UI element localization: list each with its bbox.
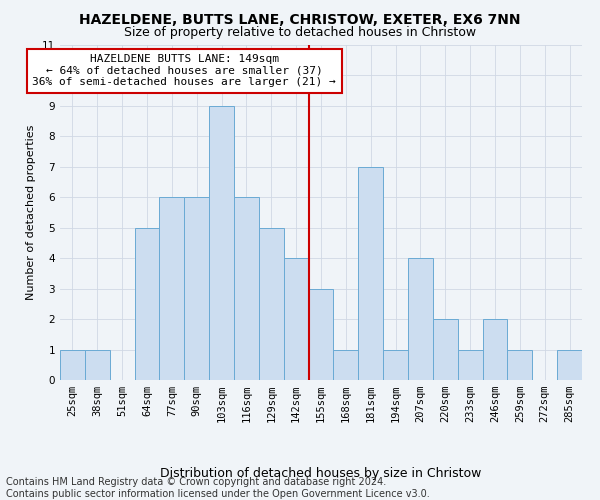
- Text: HAZELDENE BUTTS LANE: 149sqm
← 64% of detached houses are smaller (37)
36% of se: HAZELDENE BUTTS LANE: 149sqm ← 64% of de…: [32, 54, 336, 88]
- Bar: [134, 228, 160, 380]
- Y-axis label: Number of detached properties: Number of detached properties: [26, 125, 37, 300]
- Bar: [383, 350, 408, 380]
- Text: HAZELDENE, BUTTS LANE, CHRISTOW, EXETER, EX6 7NN: HAZELDENE, BUTTS LANE, CHRISTOW, EXETER,…: [79, 12, 521, 26]
- Bar: [433, 319, 458, 380]
- Text: Size of property relative to detached houses in Christow: Size of property relative to detached ho…: [124, 26, 476, 39]
- Bar: [160, 198, 184, 380]
- Bar: [482, 319, 508, 380]
- Bar: [184, 198, 209, 380]
- Bar: [284, 258, 308, 380]
- Bar: [334, 350, 358, 380]
- Bar: [557, 350, 582, 380]
- Bar: [234, 198, 259, 380]
- Bar: [508, 350, 532, 380]
- X-axis label: Distribution of detached houses by size in Christow: Distribution of detached houses by size …: [160, 467, 482, 480]
- Bar: [458, 350, 482, 380]
- Bar: [408, 258, 433, 380]
- Bar: [308, 288, 334, 380]
- Bar: [259, 228, 284, 380]
- Bar: [60, 350, 85, 380]
- Bar: [209, 106, 234, 380]
- Text: Contains HM Land Registry data © Crown copyright and database right 2024.
Contai: Contains HM Land Registry data © Crown c…: [6, 478, 430, 499]
- Bar: [85, 350, 110, 380]
- Bar: [358, 167, 383, 380]
